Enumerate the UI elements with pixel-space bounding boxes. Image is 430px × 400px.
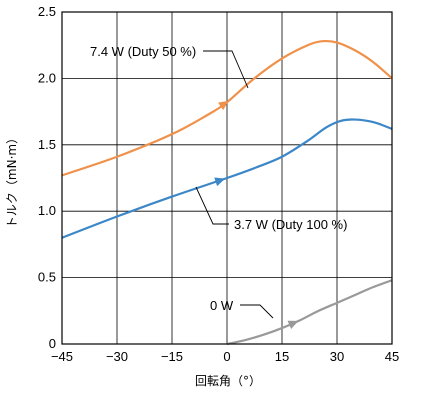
series-label-2: 0 W bbox=[210, 298, 234, 313]
series-line-0 bbox=[61, 39, 393, 177]
leader-line-2 bbox=[240, 304, 274, 319]
x-tick-label: −15 bbox=[161, 349, 183, 364]
direction-arrow-1 bbox=[214, 177, 226, 187]
x-tick-label: −30 bbox=[106, 349, 128, 364]
leader-line-1 bbox=[195, 186, 229, 225]
y-tick-label: 2.5 bbox=[38, 4, 56, 19]
direction-arrow-2 bbox=[287, 320, 299, 330]
y-tick-label: 0.5 bbox=[38, 270, 56, 285]
plot-frame bbox=[61, 11, 393, 345]
y-tick-label: 1.5 bbox=[38, 137, 56, 152]
x-axis-title: 回転角（°） bbox=[195, 374, 261, 388]
y-tick-label: 2.0 bbox=[38, 70, 56, 85]
x-tick-label: −45 bbox=[51, 349, 73, 364]
annotations: 7.4 W (Duty 50 %) 3.7 W (Duty 100 %) 0 W bbox=[90, 44, 347, 319]
x-tick-label: 45 bbox=[385, 349, 399, 364]
plot-border bbox=[61, 11, 393, 345]
series-line-2 bbox=[226, 279, 393, 346]
x-tick-label: 15 bbox=[275, 349, 289, 364]
leader-line-0 bbox=[203, 50, 249, 89]
x-tick-label: 0 bbox=[223, 349, 230, 364]
x-tick-label: 30 bbox=[330, 349, 344, 364]
series-line-1 bbox=[61, 118, 393, 239]
direction-arrow-0 bbox=[218, 100, 229, 111]
y-axis-title: トルク（mN·m） bbox=[5, 132, 19, 228]
tick-labels: −45 −30 −15 0 15 30 45 0 0.5 1.0 1.5 2.0 2.5 bbox=[38, 4, 399, 364]
series-label-0: 7.4 W (Duty 50 %) bbox=[90, 44, 196, 59]
series-label-1: 3.7 W (Duty 100 %) bbox=[234, 217, 347, 232]
y-tick-label: 1.0 bbox=[38, 203, 56, 218]
series-lines bbox=[61, 39, 393, 346]
y-tick-label: 0 bbox=[49, 336, 56, 351]
